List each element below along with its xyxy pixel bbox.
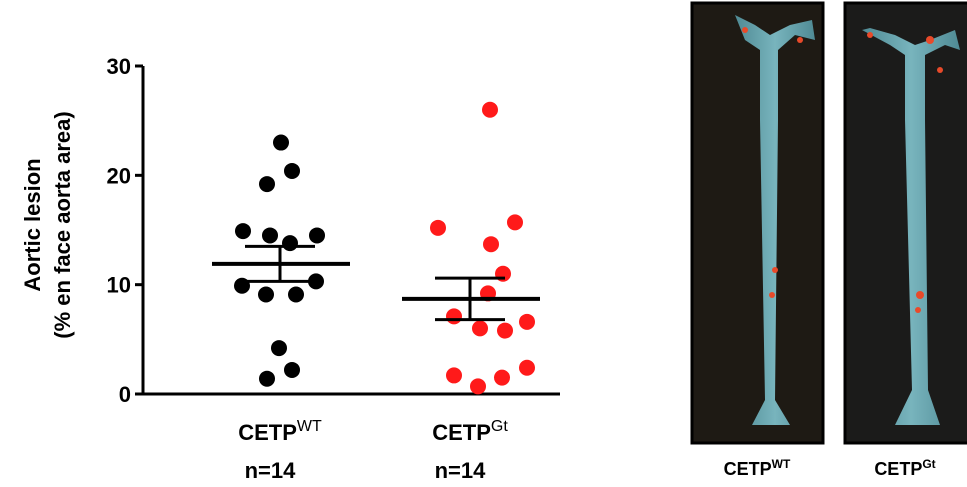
data-point	[472, 320, 488, 336]
data-point	[470, 378, 486, 394]
data-point	[273, 135, 289, 151]
photo-wt	[692, 3, 823, 443]
category-superscript: Gt	[491, 418, 508, 435]
x-tick-label: CETPGt	[432, 418, 508, 445]
photo-label: CETPGt	[874, 457, 935, 479]
data-point	[271, 340, 287, 356]
data-point	[259, 371, 275, 387]
data-point	[446, 308, 462, 324]
data-point	[258, 287, 274, 303]
y-axis-label: (% en face aorta area)	[50, 111, 75, 338]
data-point	[507, 214, 523, 230]
data-point	[482, 102, 498, 118]
data-point	[284, 362, 300, 378]
data-point	[519, 314, 535, 330]
data-point	[309, 227, 325, 243]
data-point	[494, 370, 510, 386]
category-superscript: WT	[297, 418, 322, 435]
figure: CETPWT CETPGt 0102030Aortic lesion(% en …	[0, 0, 967, 487]
photo-gt	[845, 3, 967, 443]
data-point	[446, 367, 462, 383]
y-tick-label: 0	[119, 382, 131, 407]
y-tick-label: 10	[107, 273, 131, 298]
category-name: CETP	[432, 420, 491, 445]
data-point	[282, 235, 298, 251]
data-point	[430, 220, 446, 236]
y-tick-label: 20	[107, 163, 131, 188]
data-point	[284, 163, 300, 179]
y-axis-label: Aortic lesion	[20, 158, 45, 291]
n-label: n=14	[435, 458, 487, 483]
data-point	[259, 176, 275, 192]
photo-label: CETPWT	[724, 457, 791, 479]
y-tick-label: 30	[107, 54, 131, 79]
data-point	[483, 236, 499, 252]
data-point	[262, 227, 278, 243]
data-point	[235, 223, 251, 239]
x-tick-label: CETPWT	[238, 418, 322, 445]
n-label: n=14	[245, 458, 297, 483]
data-point	[519, 360, 535, 376]
data-point	[497, 323, 513, 339]
category-name: CETP	[238, 420, 297, 445]
data-point	[288, 287, 304, 303]
